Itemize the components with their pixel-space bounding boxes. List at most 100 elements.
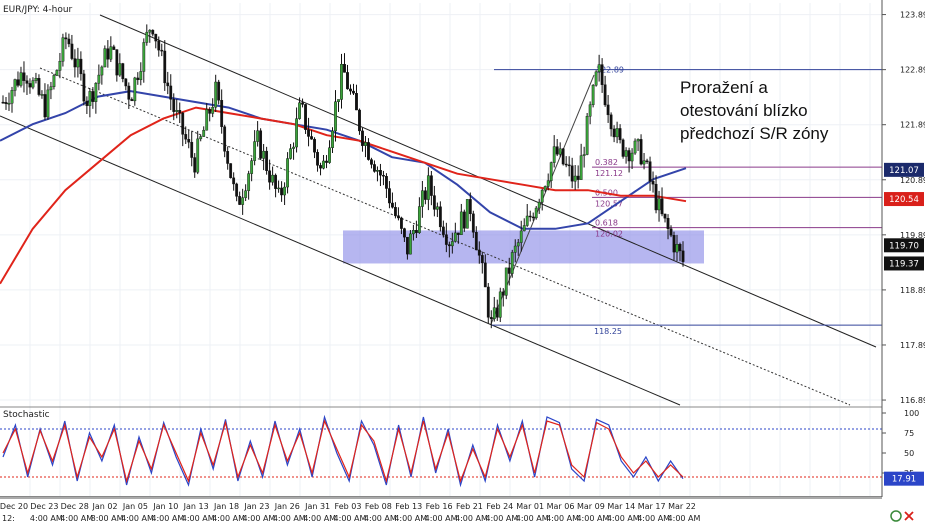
chart-title: EUR/JPY: 4-hour: [3, 5, 73, 15]
candle-bear: [639, 139, 643, 165]
candle-bull: [534, 207, 538, 219]
candle-bear: [238, 196, 242, 205]
price-tick-label: 119.89: [900, 231, 925, 240]
candle-bear: [403, 228, 406, 238]
candle-bear: [379, 170, 382, 176]
time-label: 4:00 AM: [273, 514, 306, 523]
candle-bull: [585, 115, 589, 155]
candle-bear: [489, 317, 493, 320]
fib-price-label: 120.57: [595, 199, 623, 208]
candle-bull: [519, 230, 523, 243]
candle-bull: [376, 170, 379, 172]
candle-bear: [325, 160, 328, 163]
candle-bear: [429, 175, 433, 196]
candle-bear: [115, 49, 119, 76]
stoch-badge-label: 17.91: [892, 475, 916, 485]
candle-bull: [19, 72, 23, 86]
candle-bull: [199, 136, 203, 140]
candle-bear: [367, 142, 370, 160]
candle-bear: [37, 78, 41, 95]
candle-bear: [373, 164, 376, 172]
candle-bull: [196, 138, 200, 173]
candle-bull: [537, 201, 541, 209]
candle-bear: [444, 234, 448, 245]
time-label: 4:00 AM: [576, 514, 609, 523]
candle-bear: [190, 141, 194, 158]
fib-price-label: 121.12: [595, 169, 623, 178]
candle-bear: [91, 91, 95, 102]
candle-bear: [79, 58, 83, 75]
candle-bull: [337, 99, 340, 102]
candle-bear: [400, 217, 403, 229]
candle-bear: [280, 187, 283, 196]
date-label: Feb 13: [395, 502, 422, 511]
candle-bear: [217, 81, 221, 101]
candle-bear: [618, 128, 622, 141]
time-label: 4:00 AM: [303, 514, 336, 523]
candle-bear: [70, 43, 74, 59]
date-label: Feb 24: [486, 502, 513, 511]
candle-bull: [271, 174, 275, 183]
candle-bear: [627, 150, 631, 162]
candle-bull: [492, 307, 496, 320]
candle-bull: [417, 206, 421, 233]
fib-price-label: 120.02: [595, 230, 623, 239]
time-label: 4:00 AM: [546, 514, 579, 523]
candle-bull: [253, 141, 257, 161]
candle-bull: [331, 130, 334, 148]
candle-bull: [298, 102, 301, 119]
candle-bear: [570, 165, 574, 182]
candle-bear: [651, 180, 655, 185]
annotation-line-1: Proražení a: [680, 78, 768, 97]
candle-bull: [552, 146, 556, 163]
candle-bear: [106, 48, 110, 60]
candle-bull: [286, 158, 289, 188]
candle-bear: [666, 218, 670, 229]
date-label: Jan 10: [152, 502, 178, 511]
candle-bear: [274, 174, 277, 189]
candle-bear: [316, 152, 319, 166]
candle-bear: [361, 130, 364, 146]
time-label: 4:00 AM: [516, 514, 549, 523]
candle-bear: [349, 88, 352, 92]
price-badge-label: 119.70: [889, 241, 919, 251]
price-tick-label: 117.89: [900, 341, 925, 350]
price-tick-label: 116.89: [900, 396, 925, 405]
candle-bull: [522, 225, 526, 232]
candle-bear: [555, 146, 559, 155]
candle-bear: [346, 72, 349, 90]
candle-bull: [328, 147, 331, 163]
date-label: Dec 20: [0, 502, 28, 511]
candle-bull: [31, 80, 35, 88]
candle-bear: [385, 175, 388, 189]
candle-bull: [615, 128, 619, 138]
candle-bear: [160, 49, 164, 52]
candle-bull: [109, 46, 113, 60]
candle-bear: [495, 307, 499, 318]
candle-bull: [175, 110, 179, 112]
candle-bull: [525, 215, 529, 226]
candle-bull: [10, 90, 14, 104]
candle-bear: [130, 99, 134, 102]
candle-bear: [394, 207, 397, 216]
time-label: 4:00 AM: [60, 514, 93, 523]
candle-bear: [352, 90, 355, 94]
candle-bear: [660, 198, 664, 215]
candle-bull: [450, 241, 454, 247]
candle-bull: [573, 175, 577, 182]
candle-bear: [310, 136, 313, 140]
candle-bull: [588, 104, 592, 117]
candle-bull: [409, 233, 412, 255]
candle-bull: [205, 109, 209, 131]
time-label: 4:00 AM: [455, 514, 488, 523]
date-label: Jan 13: [183, 502, 209, 511]
candle-bull: [250, 160, 254, 174]
candle-bull: [675, 244, 679, 253]
candle-bull: [277, 187, 280, 190]
date-label: Feb 21: [456, 502, 483, 511]
candle-bear: [355, 93, 358, 111]
candle-bull: [295, 118, 298, 148]
candle-bear: [471, 213, 475, 233]
candle-bear: [313, 138, 316, 153]
date-label: Jan 23: [243, 502, 269, 511]
